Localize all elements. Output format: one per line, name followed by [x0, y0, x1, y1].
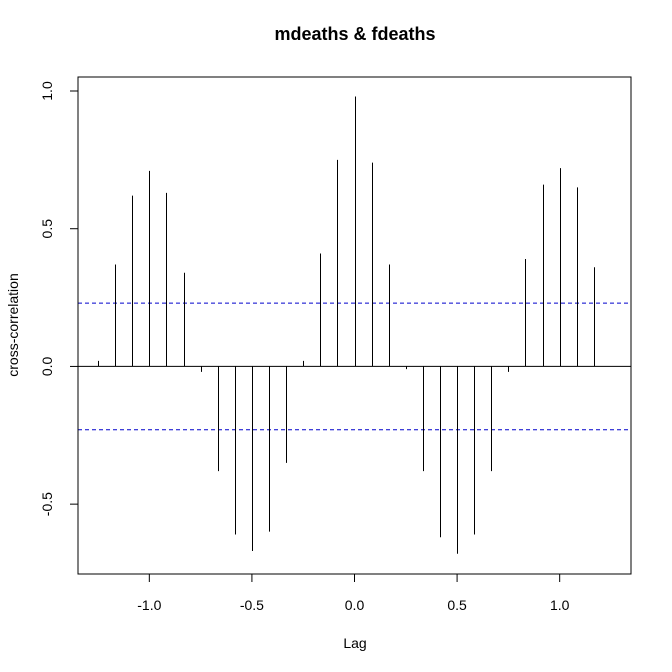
x-tick-label: 0.5 — [447, 597, 467, 613]
plot-area — [77, 76, 632, 575]
x-axis: -1.0 -0.5 0.0 0.5 1.0 — [137, 573, 570, 613]
x-axis-label: Lag — [343, 635, 366, 651]
x-tick-label: -1.0 — [137, 597, 161, 613]
confidence-lines — [78, 302, 631, 431]
y-axis-label: cross-correlation — [5, 273, 21, 376]
y-tick-label: 0.5 — [39, 219, 55, 239]
x-tick-label: -0.5 — [240, 597, 264, 613]
y-tick-label: -0.5 — [39, 492, 55, 516]
x-tick-label: 0.0 — [345, 597, 365, 613]
correlation-spikes — [98, 96, 595, 554]
x-tick-label: 1.0 — [550, 597, 570, 613]
y-tick-label: 1.0 — [39, 81, 55, 101]
y-tick-label: 0.0 — [39, 356, 55, 376]
chart-title: mdeaths & fdeaths — [274, 24, 435, 44]
y-axis: -0.5 0.0 0.5 1.0 — [39, 81, 79, 516]
